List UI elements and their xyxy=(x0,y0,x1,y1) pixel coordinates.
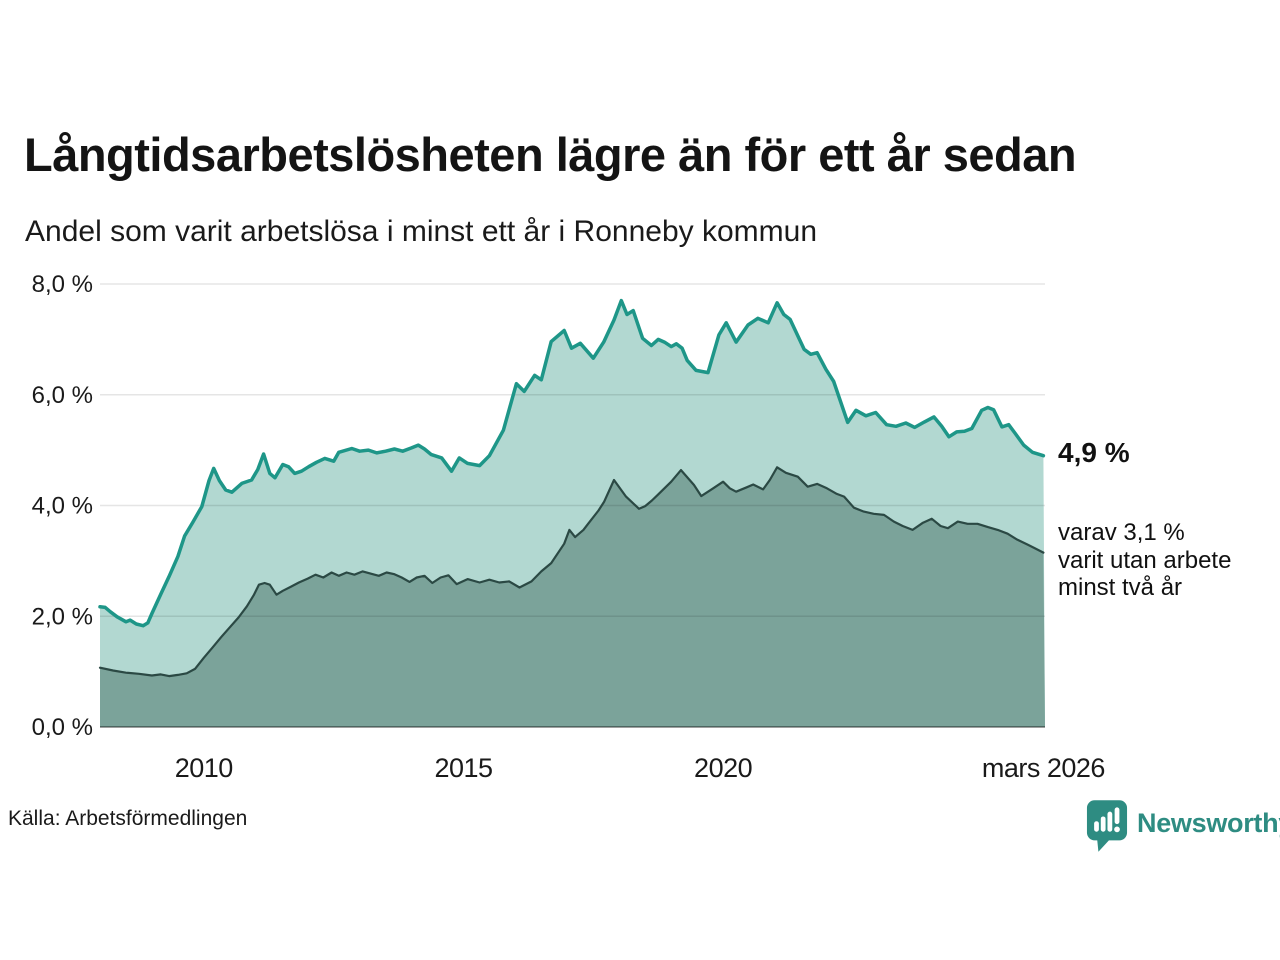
annotation-latest-two-year: varav 3,1 % varit utan arbete minst två … xyxy=(1058,519,1232,601)
brand-name: Newsworthy xyxy=(1137,808,1280,838)
y-tick-label: 8,0 % xyxy=(32,271,93,298)
y-tick-label: 2,0 % xyxy=(32,603,93,630)
brand-logo: Newsworthy xyxy=(1086,799,1280,858)
y-tick-label: 6,0 % xyxy=(32,382,93,409)
series-line-two-year xyxy=(98,466,1045,678)
chart-subtitle: Andel som varit arbetslösa i minst ett å… xyxy=(25,215,817,248)
annotation-latest-total: 4,9 % xyxy=(1058,437,1130,468)
page-title: Långtidsarbetslösheten lägre än för ett … xyxy=(24,128,1077,181)
series-line-one-year xyxy=(98,298,1046,628)
y-tick-label: 0,0 % xyxy=(32,714,93,741)
y-tick-label: 4,0 % xyxy=(32,493,93,520)
newsworthy-logo-icon xyxy=(1086,799,1128,858)
x-tick-label: mars 2026 xyxy=(982,753,1105,783)
x-tick-label: 2010 xyxy=(175,753,233,783)
source-note: Källa: Arbetsförmedlingen xyxy=(8,807,248,830)
x-tick-label: 2015 xyxy=(434,753,492,783)
area-fill-two-year xyxy=(100,467,1045,727)
x-tick-label: 2020 xyxy=(694,753,752,783)
